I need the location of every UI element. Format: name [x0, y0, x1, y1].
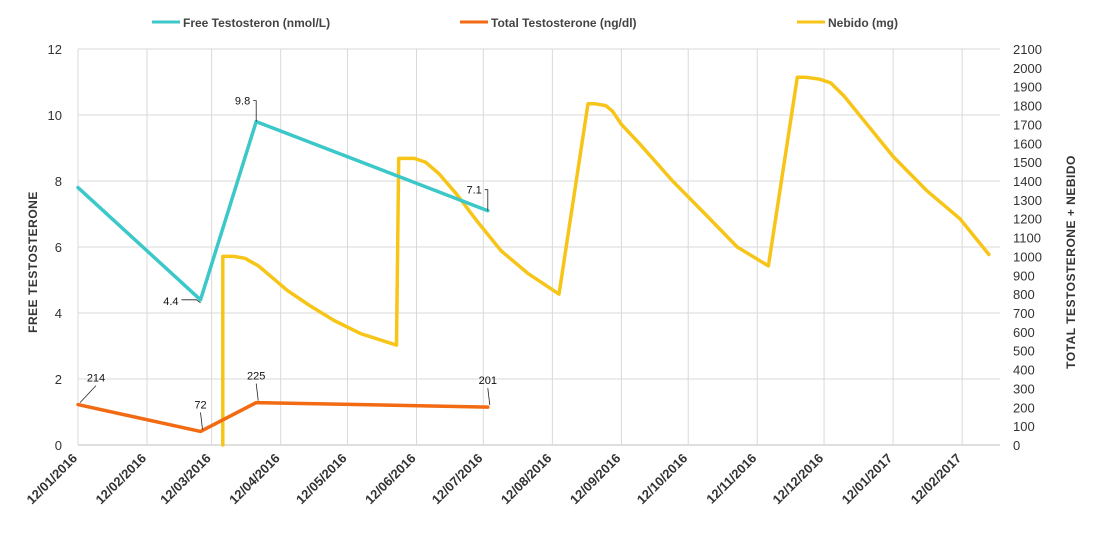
- data-label-free-testosteron-nmol-l: 9.8: [235, 96, 250, 108]
- series-line-free-testosteron-nmol-l: [76, 119, 490, 302]
- x-tick-label: 12/09/2016: [567, 451, 624, 508]
- grid-lines: [77, 48, 1000, 446]
- x-axis: 12/01/2016 12/02/2016 12/03/2016 12/04/2016…: [23, 451, 964, 508]
- data-label-leader: [253, 100, 257, 122]
- y2-tick-label: 2100: [1013, 42, 1042, 57]
- data-label-leader: [200, 412, 203, 430]
- x-tick-label: 12/06/2016: [362, 451, 419, 508]
- x-tick-label: 12/01/2016: [23, 451, 80, 508]
- y2-tick-label: 1500: [1013, 155, 1042, 170]
- y2-tick-label: 2000: [1013, 61, 1042, 76]
- data-label-free-testosteron-nmol-l: 7.1: [467, 185, 482, 197]
- data-label-leader: [255, 383, 259, 401]
- data-label-leader: [79, 385, 97, 403]
- data-label-total-testosterone-ng-dl: 201: [479, 375, 497, 387]
- x-tick-label: 12/02/2016: [93, 451, 150, 508]
- y-axis-right: 0 100 200 300 400 500 600 700 800 900 1000 1100 1200…: [1013, 42, 1042, 453]
- x-tick-label: 12/11/2016: [703, 451, 759, 507]
- y2-tick-label: 1600: [1013, 136, 1042, 151]
- y2-tick-label: 400: [1013, 363, 1035, 378]
- y-tick-label: 8: [55, 174, 62, 189]
- y-tick-label: 6: [55, 240, 62, 255]
- y2-tick-label: 1200: [1013, 212, 1042, 227]
- y2-tick-label: 700: [1013, 306, 1035, 321]
- y-tick-label: 0: [55, 438, 62, 453]
- y2-tick-label: 100: [1013, 419, 1035, 434]
- x-tick-label: 12/02/2017: [908, 451, 965, 508]
- y2-tick-label: 500: [1013, 344, 1035, 359]
- x-tick-label: 12/12/2016: [770, 451, 827, 508]
- y2-tick-label: 1400: [1013, 174, 1042, 189]
- y-tick-label: 12: [48, 42, 62, 57]
- x-tick-label: 12/05/2016: [293, 451, 350, 508]
- y2-tick-label: 1700: [1013, 117, 1042, 132]
- data-label-leader: [487, 388, 491, 406]
- y-axis-title-left: FREE TESTOSTERONE: [26, 191, 40, 333]
- x-tick-label: 12/07/2016: [429, 451, 486, 508]
- x-tick-label: 12/04/2016: [226, 451, 283, 508]
- legend-label-total-testosterone: Total Testosterone (ng/dl): [491, 16, 637, 30]
- data-label-total-testosterone-ng-dl: 214: [87, 373, 105, 385]
- data-label-total-testosterone-ng-dl: 225: [247, 371, 265, 383]
- legend-label-nebido: Nebido (mg): [828, 16, 898, 30]
- legend: Free Testosteron (nmol/L) Total Testoste…: [152, 16, 898, 30]
- y2-tick-label: 1800: [1013, 99, 1042, 114]
- series-line-total-testosterone-ng-dl: [76, 400, 490, 434]
- y2-tick-label: 1300: [1013, 193, 1042, 208]
- y-tick-label: 4: [55, 306, 62, 321]
- y2-tick-label: 200: [1013, 400, 1035, 415]
- y2-tick-label: 1900: [1013, 80, 1042, 95]
- data-label-leader: [484, 189, 489, 211]
- y2-tick-label: 1000: [1013, 249, 1042, 264]
- y2-tick-label: 0: [1013, 438, 1020, 453]
- y-tick-label: 10: [48, 108, 62, 123]
- y2-tick-label: 300: [1013, 381, 1035, 396]
- data-label-leader: [181, 299, 201, 304]
- y2-tick-label: 900: [1013, 268, 1035, 283]
- y-axis-left: 0 2 4 6 8 10 12: [48, 42, 62, 453]
- data-labels: 4.4 9.8 7.1 214 72 225 201: [79, 96, 497, 430]
- x-tick-label: 12/08/2016: [498, 451, 555, 508]
- y2-tick-label: 1100: [1013, 231, 1041, 246]
- y-axis-title-right: TOTAL TESTOSTERONE + NEBIDO: [1064, 155, 1078, 369]
- data-label-total-testosterone-ng-dl: 72: [194, 399, 206, 411]
- x-tick-label: 12/03/2016: [157, 451, 214, 508]
- legend-label-free-testosteron: Free Testosteron (nmol/L): [183, 16, 330, 30]
- x-tick-label: 12/10/2016: [634, 451, 691, 508]
- y-tick-label: 2: [55, 372, 62, 387]
- series-lines: [76, 75, 991, 447]
- y2-tick-label: 600: [1013, 325, 1035, 340]
- x-tick-label: 12/01/2017: [839, 451, 896, 508]
- series-line-nebido-mg: [221, 75, 991, 447]
- y2-tick-label: 800: [1013, 287, 1035, 302]
- data-label-free-testosteron-nmol-l: 4.4: [163, 296, 178, 308]
